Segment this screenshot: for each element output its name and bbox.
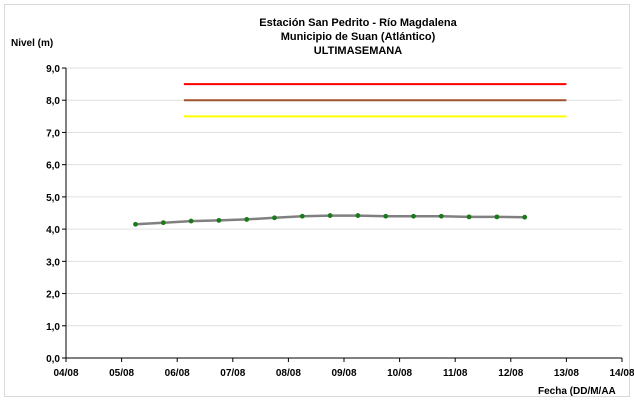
y-tick-label: 1,0	[46, 322, 60, 333]
x-tick-label: 04/08	[53, 368, 78, 379]
data-point	[522, 214, 528, 220]
chart-title-line-3: ULTIMASEMANA	[314, 45, 402, 57]
data-point	[355, 213, 361, 218]
x-tick-label: 06/08	[165, 368, 190, 379]
axes	[65, 68, 622, 359]
data-point	[299, 213, 305, 219]
x-tick-labels: 04/08 05/08 06/08 07/08 08/08 09/08 10/08 11/08…	[53, 358, 634, 379]
x-tick-label: 12/08	[498, 368, 523, 379]
y-tick-label: 0,0	[46, 354, 60, 365]
x-tick-label: 07/08	[220, 368, 245, 379]
data-point	[383, 213, 389, 219]
y-axis-label: Nivel (m)	[11, 38, 53, 49]
chart-title-line-2: Municipio de Suan (Atlántico)	[281, 31, 436, 43]
chart-title-line-1: Estación San Pedrito - Río Magdalena	[259, 17, 457, 29]
data-point	[411, 213, 416, 219]
y-tick-label: 2,0	[46, 290, 60, 301]
x-tick-label: 09/08	[331, 368, 356, 379]
y-tick-label: 4,0	[46, 225, 60, 236]
data-point	[216, 218, 222, 223]
chart-frame	[4, 4, 630, 397]
x-tick-label: 11/08	[443, 368, 468, 379]
y-tick-label: 3,0	[46, 257, 60, 268]
y-tick-label: 9,0	[46, 64, 60, 75]
y-tick-label: 6,0	[46, 161, 60, 172]
data-point	[327, 213, 333, 218]
y-tick-label: 8,0	[46, 96, 60, 107]
threshold-lines	[183, 83, 567, 118]
data-point	[272, 215, 277, 221]
x-tick-label: 10/08	[387, 368, 412, 379]
y-tick-label: 7,0	[46, 128, 60, 139]
x-tick-label: 05/08	[109, 368, 134, 379]
x-tick-label: 13/08	[554, 368, 579, 379]
x-tick-label: 14/08	[609, 368, 634, 379]
data-point	[133, 221, 138, 227]
series-level	[133, 213, 528, 227]
data-point	[438, 213, 444, 219]
x-tick-label: 08/08	[276, 368, 301, 379]
data-point	[466, 214, 472, 220]
data-point	[160, 220, 166, 226]
data-point	[188, 218, 194, 224]
data-point	[494, 214, 500, 220]
y-tick-labels: 0,0 1,0 2,0 3,0 4,0 5,0 6,0 7,0 8,0 9,0	[46, 64, 66, 365]
x-axis-label: Fecha (DD/M/AA	[538, 386, 616, 397]
y-tick-label: 5,0	[46, 193, 60, 204]
grid-lines	[66, 67, 622, 327]
data-point	[244, 217, 250, 222]
